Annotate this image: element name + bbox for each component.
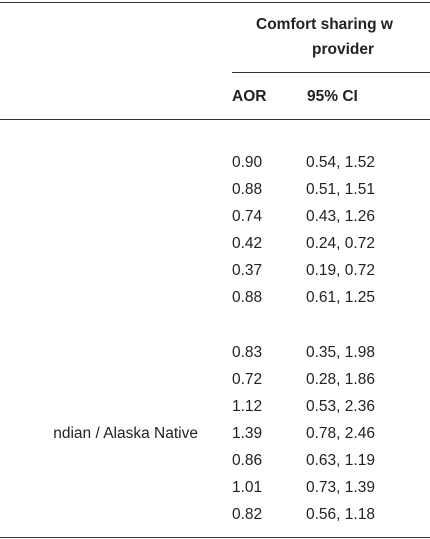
aor-cell: 0.42 [232,235,263,252]
column-header: 95% CI [307,88,358,105]
ci-cell: 0.73, 1.39 [306,479,375,496]
aor-cell: 0.82 [232,506,263,523]
column-header: AOR [232,88,267,105]
header-title: provider [311,41,375,58]
aor-cell: 0.74 [232,208,263,225]
ci-cell: 0.28, 1.86 [306,371,375,388]
aor-cell: 0.90 [232,154,263,171]
header-title: Comfort sharing w [256,16,393,33]
aor-cell: 1.12 [232,398,263,415]
aor-cell: 0.72 [232,371,263,388]
aor-cell: 1.39 [232,425,263,442]
ci-cell: 0.61, 1.25 [306,289,375,306]
ci-cell: 0.63, 1.19 [306,452,375,469]
aor-cell: 0.83 [232,344,263,361]
aor-cell: 1.01 [232,479,263,496]
ci-cell: 0.19, 0.72 [306,262,375,279]
group-rule [232,72,430,73]
ci-cell: 0.51, 1.51 [306,181,375,198]
header-rule [0,119,430,120]
aor-cell: 0.88 [232,289,263,306]
ci-cell: 0.78, 2.46 [306,425,375,442]
top-rule [0,2,430,3]
aor-cell: 0.37 [232,262,263,279]
ci-cell: 0.24, 0.72 [306,235,375,252]
ci-cell: 0.35, 1.98 [306,344,375,361]
aor-cell: 0.88 [232,181,263,198]
bottom-rule [0,537,430,538]
ci-cell: 0.56, 1.18 [306,506,375,523]
aor-cell: 0.86 [232,452,263,469]
ci-cell: 0.53, 2.36 [306,398,375,415]
ci-cell: 0.54, 1.52 [306,154,375,171]
row-label: ndian / Alaska Native [53,425,198,442]
ci-cell: 0.43, 1.26 [306,208,375,225]
